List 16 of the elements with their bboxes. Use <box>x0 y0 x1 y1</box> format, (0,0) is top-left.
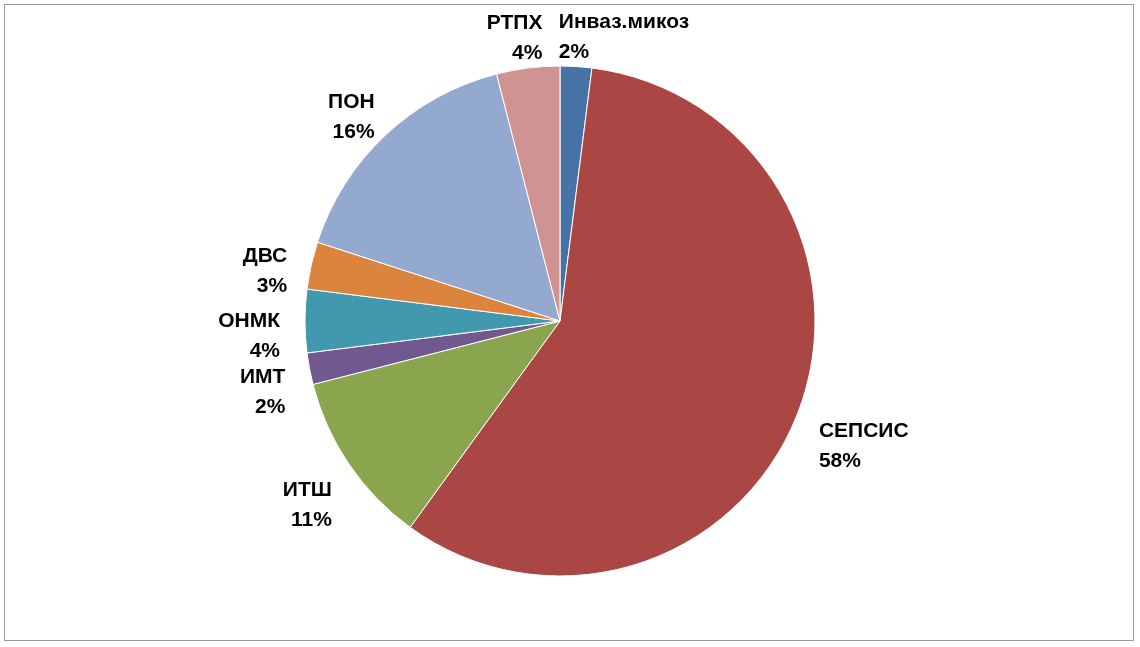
data-label: 4% <box>249 338 281 361</box>
data-label: 4% <box>512 40 543 64</box>
data-label: 3% <box>256 272 288 296</box>
slice-label: ОНМК <box>218 308 281 331</box>
slice-label: ИМТ <box>239 364 286 388</box>
slice-label: СЕПСИС <box>818 418 909 442</box>
slice-label: ПОН <box>328 89 375 113</box>
data-label: 58% <box>818 448 862 472</box>
slice-label: РТПХ <box>486 10 543 34</box>
data-label: 2% <box>254 394 286 418</box>
slice-label: ДВС <box>242 242 288 266</box>
slice-label: Инваз.микоз <box>558 8 690 32</box>
data-label: 16% <box>332 119 375 143</box>
slice-label: ИТШ <box>282 476 332 500</box>
data-label: 2% <box>558 38 590 62</box>
data-label: 11% <box>291 506 333 530</box>
